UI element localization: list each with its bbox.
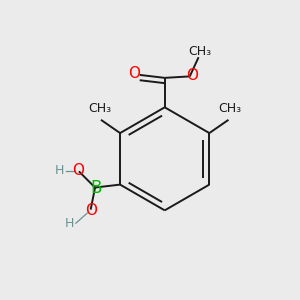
Text: O: O [72, 163, 84, 178]
Text: H: H [55, 164, 64, 177]
Text: O: O [128, 66, 140, 81]
Text: CH₃: CH₃ [88, 101, 111, 115]
Text: B: B [90, 178, 102, 196]
Text: O: O [186, 68, 198, 83]
Text: CH₃: CH₃ [218, 101, 242, 115]
Text: O: O [85, 203, 97, 218]
Text: CH₃: CH₃ [188, 45, 212, 58]
Text: H: H [65, 217, 74, 230]
